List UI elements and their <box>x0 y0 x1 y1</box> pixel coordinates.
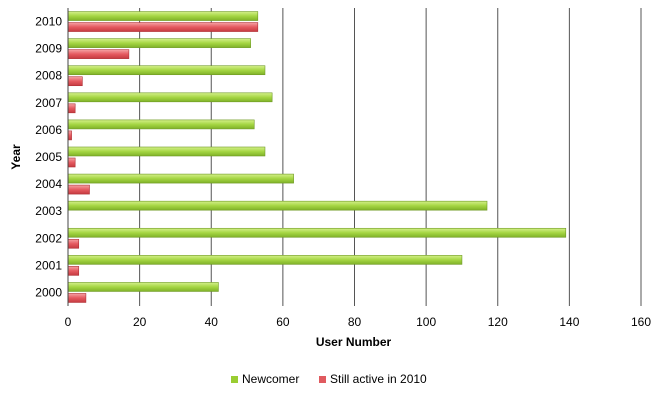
y-tick-label: 2010 <box>35 15 62 29</box>
y-tick-label: 2001 <box>35 258 62 272</box>
y-tick-label: 2007 <box>35 96 62 110</box>
bars <box>67 11 567 303</box>
bar-newcomer-2001 <box>67 255 463 265</box>
x-tick-label: 20 <box>133 315 147 329</box>
legend: Newcomer Still active in 2010 <box>231 372 427 386</box>
bar-newcomer-2000 <box>67 282 219 292</box>
x-tick-label: 100 <box>416 315 436 329</box>
x-tick-label: 80 <box>348 315 362 329</box>
bar-newcomer-2004 <box>67 173 294 184</box>
y-tick-label: 2003 <box>35 204 62 218</box>
bar-still-active-2006 <box>67 130 72 141</box>
y-tick-label: 2004 <box>35 177 62 191</box>
bar-newcomer-2005 <box>67 146 266 157</box>
x-tick-label: 0 <box>65 315 72 329</box>
legend-swatch-still-active <box>319 376 326 383</box>
x-tick-label: 60 <box>276 315 290 329</box>
y-tick-label: 2008 <box>35 69 62 83</box>
x-axis-ticks: 0 20 40 60 80 100 120 140 160 <box>65 315 652 329</box>
x-axis-title: User Number <box>316 335 392 349</box>
bar-newcomer-2002 <box>67 227 567 238</box>
bar-still-active-2007 <box>67 103 76 114</box>
x-tick-label: 120 <box>488 315 508 329</box>
bar-newcomer-2009 <box>67 38 251 48</box>
legend-label-still-active: Still active in 2010 <box>330 372 427 386</box>
y-axis-title: Year <box>9 144 23 170</box>
y-tick-label: 2000 <box>35 285 62 299</box>
x-tick-label: 40 <box>205 315 219 329</box>
legend-label-newcomer: Newcomer <box>242 372 299 386</box>
bar-still-active-2005 <box>67 157 76 168</box>
bar-still-active-2000 <box>67 293 87 303</box>
y-tick-label: 2002 <box>35 231 62 245</box>
bar-newcomer-2003 <box>67 200 488 211</box>
bar-still-active-2009 <box>67 49 130 59</box>
y-tick-label: 2006 <box>35 123 62 137</box>
y-axis-ticks: 2000 2001 2002 2003 2004 2005 2006 2007 2008 2009… <box>35 15 62 300</box>
bar-still-active-2001 <box>67 266 80 276</box>
bar-newcomer-2008 <box>67 65 266 76</box>
gridlines <box>139 8 642 306</box>
bar-still-active-2008 <box>67 76 83 87</box>
y-tick-label: 2009 <box>35 42 62 56</box>
legend-swatch-newcomer <box>231 376 238 383</box>
bar-still-active-2002 <box>67 238 80 249</box>
bar-still-active-2004 <box>67 184 90 195</box>
x-tick-label: 140 <box>559 315 579 329</box>
bar-newcomer-2010 <box>67 11 259 21</box>
x-tick-label: 160 <box>631 315 651 329</box>
bar-newcomer-2007 <box>67 92 273 103</box>
bar-still-active-2010 <box>67 22 259 32</box>
bar-newcomer-2006 <box>67 119 255 130</box>
y-tick-label: 2005 <box>35 150 62 164</box>
